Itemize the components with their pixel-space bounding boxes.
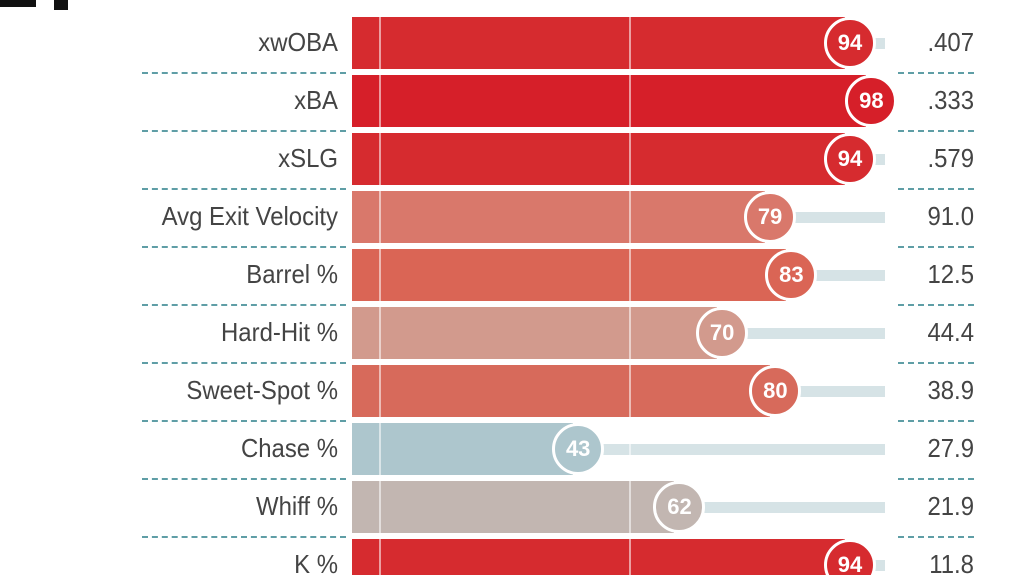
metric-value: 91.0 [927,201,974,231]
metric-label: xSLG [278,143,338,173]
percentile-badge: 70 [696,307,749,359]
row-separator-right [898,130,974,132]
percentile-badge: 79 [744,191,797,243]
percentile-badge: 43 [552,423,605,475]
percentile-track [571,444,885,455]
row-separator-left [142,536,346,538]
metric-label: K % [294,549,338,575]
metric-label: Chase % [240,433,338,463]
reference-line [629,14,632,575]
percentile-badge: 94 [824,539,877,575]
row-separator-right [898,72,974,74]
row-separator-left [142,304,346,306]
percentile-badge: 98 [845,75,898,127]
row-separator-left [142,478,346,480]
row-separator-right [898,304,974,306]
row-separator-right [898,478,974,480]
percentile-bar [352,481,675,533]
row-separator-left [142,188,346,190]
row-separator-left [142,72,346,74]
row-separator-right [898,246,974,248]
percentile-track [784,270,885,281]
row-separator-left [142,420,346,422]
metric-label: xBA [294,85,338,115]
percentile-bar [352,423,574,475]
metric-value: 38.9 [927,375,974,405]
row-separator-left [142,130,346,132]
metric-label: Barrel % [246,259,338,289]
metric-value: 11.8 [929,549,974,575]
percentile-track [715,328,885,339]
percentile-badge: 62 [653,481,706,533]
percentile-bar [352,365,771,417]
row-separator-left [142,246,346,248]
metric-label: Avg Exit Velocity [161,201,338,231]
cropped-title-fragment [0,0,68,10]
percentile-badge: 80 [749,365,802,417]
metric-value: 21.9 [927,491,974,521]
row-separator-right [898,420,974,422]
percentile-track [768,386,885,397]
metric-value: 12.5 [927,259,974,289]
row-separator-right [898,536,974,538]
reference-line [378,14,381,575]
metric-label: xwOBA [258,27,338,57]
percentile-bar [352,307,718,359]
metric-label: Whiff % [256,491,338,521]
percentile-bar [352,17,846,69]
percentile-bar [352,133,846,185]
metric-label: Hard-Hit % [221,317,338,347]
percentile-bar [352,249,787,301]
metric-label: Sweet-Spot % [186,375,338,405]
row-separator-left [142,362,346,364]
percentile-track [672,502,885,513]
metric-value: .579 [927,143,974,173]
percentile-bar [352,539,846,575]
percentile-badge: 94 [824,17,877,69]
row-separator-right [898,188,974,190]
metric-value: .333 [927,85,974,115]
percentile-bar [352,191,766,243]
metric-value: 44.4 [927,317,974,347]
percentile-badge: 94 [824,133,877,185]
metric-value: 27.9 [927,433,974,463]
percentile-track [763,212,885,223]
percentile-bar [352,75,867,127]
metric-value: .407 [927,27,974,57]
row-separator-right [898,362,974,364]
percentile-badge: 83 [765,249,818,301]
